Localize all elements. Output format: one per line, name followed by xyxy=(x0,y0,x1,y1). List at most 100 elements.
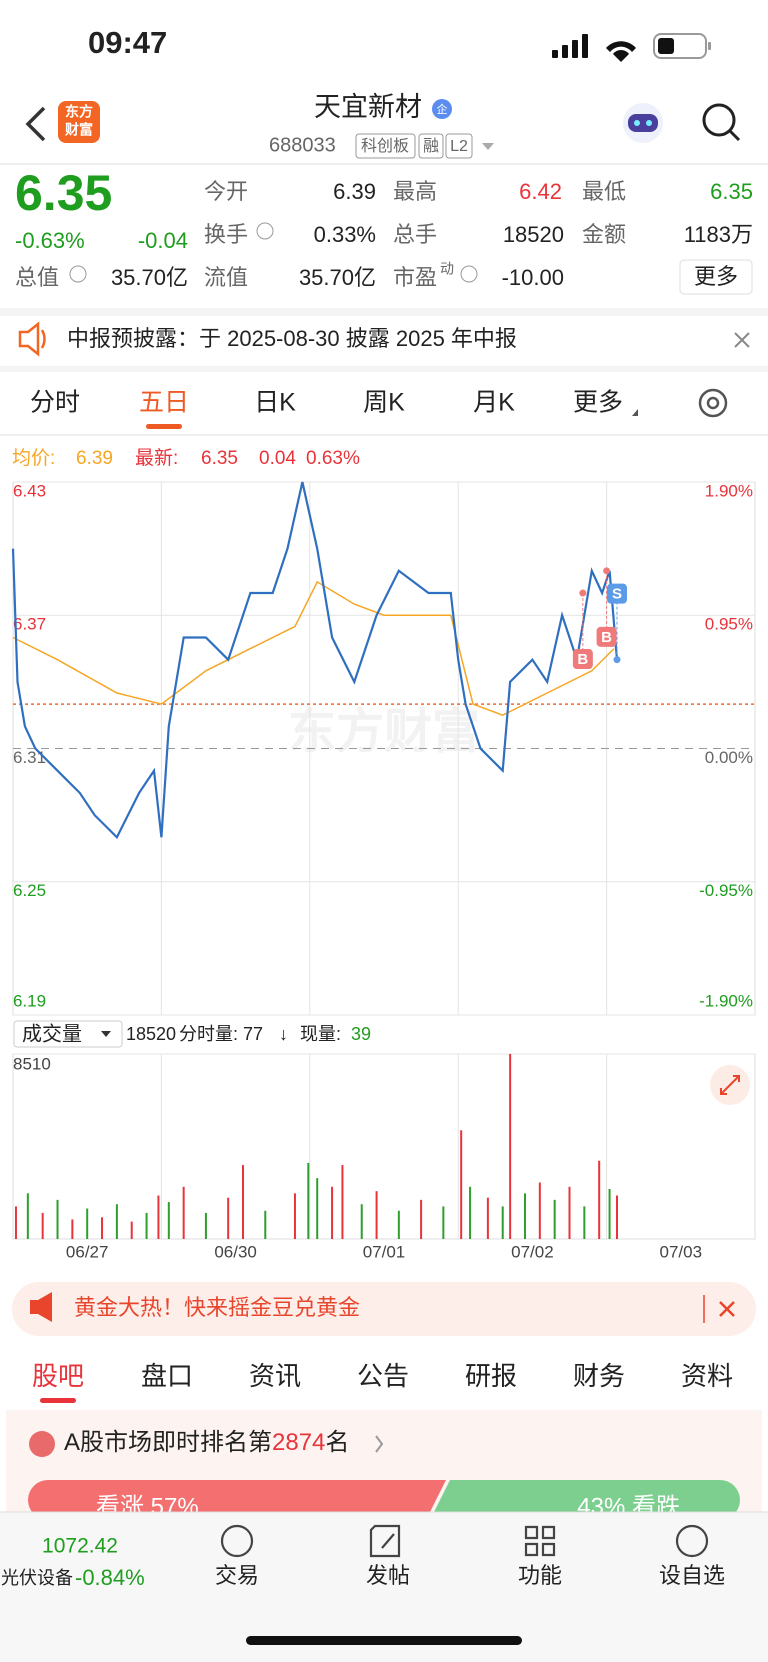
watermark: 东方财富 xyxy=(288,706,480,759)
info-icon[interactable] xyxy=(69,265,87,283)
volume-bar xyxy=(375,1191,378,1239)
marker-label: S xyxy=(612,586,622,603)
more-text: 更多 xyxy=(694,264,738,289)
nav-item[interactable]: 交易 xyxy=(215,1563,259,1588)
info-icon[interactable] xyxy=(460,265,478,283)
volume-info: 现量: xyxy=(300,1024,341,1044)
legend-label: 均价: xyxy=(12,447,55,469)
logo-text: 东方 xyxy=(65,104,93,120)
price: 6.35 xyxy=(15,165,112,221)
nav-item[interactable]: 设自选 xyxy=(659,1563,725,1588)
tag xyxy=(445,133,473,159)
dropdown-arrow[interactable] xyxy=(482,143,494,150)
volume-bar xyxy=(204,1212,207,1239)
x-tick-label: 06/30 xyxy=(214,1242,257,1261)
tab[interactable]: 日K xyxy=(254,389,296,417)
ranking-icon xyxy=(29,1431,55,1457)
logo-text: 财富 xyxy=(64,122,93,138)
divider xyxy=(0,366,768,372)
back-button[interactable] xyxy=(25,106,46,142)
settings-button[interactable] xyxy=(698,388,728,418)
tab-arrow xyxy=(632,409,638,416)
x-tick-label: 07/03 xyxy=(660,1242,703,1261)
tab-active[interactable]: 五日 xyxy=(139,389,189,417)
y-tick-label: 6.31 xyxy=(13,748,46,767)
banner-icon xyxy=(30,1292,52,1322)
tab[interactable]: 月K xyxy=(473,389,515,417)
volume-bar xyxy=(553,1199,556,1239)
y2-tick-label: 0.95% xyxy=(705,615,753,634)
tab[interactable]: 分时 xyxy=(30,389,80,417)
bull-bar[interactable] xyxy=(28,1480,446,1520)
selector-text: 成交量 xyxy=(22,1022,82,1045)
volume-bar xyxy=(86,1208,89,1239)
marker-label: B xyxy=(601,629,612,646)
volume-bar xyxy=(615,1195,618,1239)
sub-tab[interactable]: 研报 xyxy=(465,1361,517,1391)
volume-info: 分时量: 77 xyxy=(179,1024,263,1044)
volume-bar xyxy=(509,1054,512,1239)
ranking[interactable]: A股市场即时排名第2874名 xyxy=(64,1429,349,1456)
legend-value: 0.04 xyxy=(259,448,296,469)
volume-bar xyxy=(420,1199,423,1239)
stock-name: 天宜新材 xyxy=(314,92,422,122)
volume-selector[interactable] xyxy=(13,1020,123,1048)
volume-info: 39 xyxy=(351,1024,371,1044)
volume-bar xyxy=(608,1189,611,1239)
close-notice[interactable] xyxy=(734,332,750,348)
expand-button[interactable] xyxy=(710,1065,750,1105)
nav-item[interactable]: 功能 xyxy=(518,1563,562,1588)
volume-bar xyxy=(101,1217,104,1239)
y-tick-label: 6.37 xyxy=(13,615,46,634)
banner-close[interactable] xyxy=(719,1301,735,1317)
stat-value: 6.39 xyxy=(333,179,376,204)
sub-tab[interactable]: 资料 xyxy=(681,1361,733,1391)
status-icons xyxy=(552,33,711,62)
volume-bar xyxy=(14,1206,17,1239)
index-value[interactable]: 1072.42 xyxy=(42,1535,118,1558)
volume-bar xyxy=(115,1204,118,1239)
tab-indicator xyxy=(40,1398,76,1403)
more-button[interactable] xyxy=(679,259,753,295)
sub-tab[interactable]: 盘口 xyxy=(141,1361,193,1391)
stat-label: 换手 xyxy=(204,222,248,247)
y2-tick-label: 0.00% xyxy=(705,748,753,767)
banner[interactable] xyxy=(12,1282,756,1336)
stat-value: -10.00 xyxy=(502,265,564,290)
volume-bar xyxy=(486,1197,489,1239)
volume-bar xyxy=(227,1197,230,1239)
legend-value: 6.39 xyxy=(76,448,113,469)
sub-tab[interactable]: 资讯 xyxy=(249,1361,301,1391)
stat-label: 流值 xyxy=(204,265,248,290)
tab-indicator xyxy=(146,424,182,429)
stat-label: 市盈 xyxy=(393,265,437,290)
trade-icon xyxy=(220,1524,254,1558)
y-tick-label: 6.19 xyxy=(13,991,46,1010)
stat-label: 今开 xyxy=(204,179,248,204)
volume-bar xyxy=(26,1193,29,1239)
stat-label: 金额 xyxy=(582,222,626,247)
nav-item[interactable]: 发帖 xyxy=(366,1563,410,1588)
tab[interactable]: 周K xyxy=(363,389,405,417)
tab[interactable]: 更多 xyxy=(573,389,623,417)
tag-text: L2 xyxy=(450,138,468,155)
marker-box xyxy=(596,626,617,647)
volume-info: ↓ xyxy=(279,1024,288,1044)
volume-bar xyxy=(442,1206,445,1239)
speaker-icon xyxy=(18,321,46,357)
legend-value: 6.35 xyxy=(201,448,238,469)
stat-label: 最低 xyxy=(582,179,626,204)
search-button[interactable] xyxy=(702,103,741,142)
volume-bar xyxy=(523,1193,526,1239)
info-icon[interactable] xyxy=(256,222,274,240)
sub-tab[interactable]: 公告 xyxy=(357,1361,409,1391)
sub-tab-active[interactable]: 股吧 xyxy=(32,1361,84,1391)
y2-tick-label: -0.95% xyxy=(699,881,753,900)
assistant-avatar[interactable] xyxy=(623,103,663,143)
bear-bar[interactable] xyxy=(430,1480,740,1520)
stat-value: 6.42 xyxy=(519,179,562,204)
sub-tab[interactable]: 财务 xyxy=(573,1361,625,1391)
volume-bar xyxy=(71,1219,74,1239)
